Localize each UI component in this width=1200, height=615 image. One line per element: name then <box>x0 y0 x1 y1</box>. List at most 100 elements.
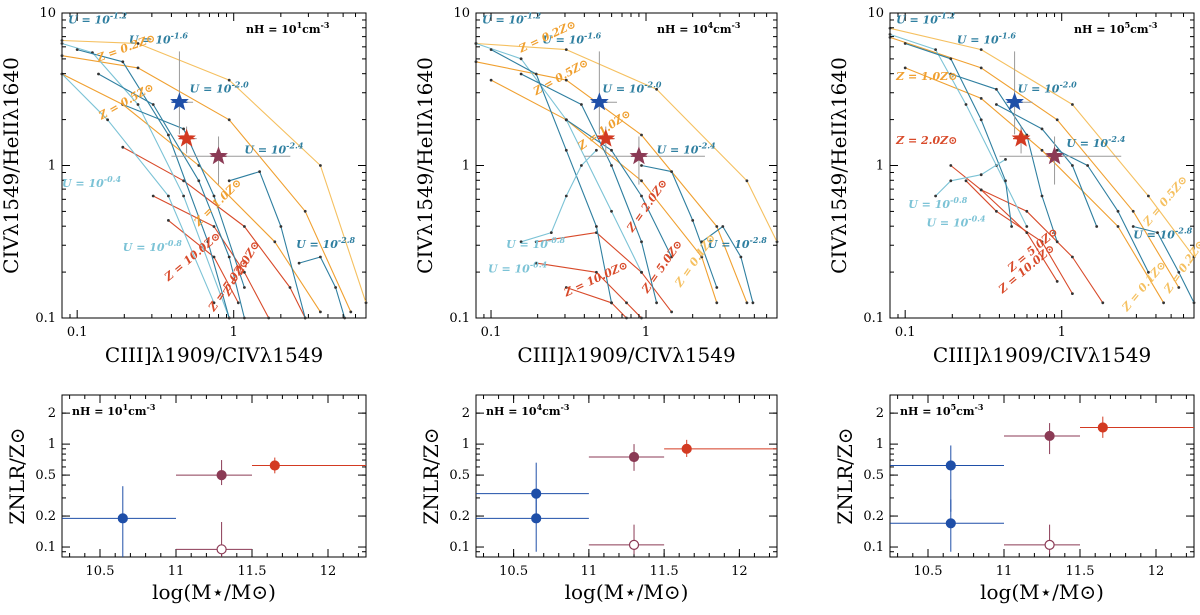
model-curve <box>536 262 642 319</box>
u-label: U = 10-2.4 <box>244 140 303 156</box>
z-label: Z = 5.0Z⊙ <box>205 256 251 314</box>
model-node <box>212 225 216 228</box>
panel-bottom-2: 10.5 11 11.5 120.10.20.512log(M⋆/M⊙)ZNLR/Z⊙… <box>419 394 778 604</box>
y-tick-label: 0.1 <box>863 311 884 326</box>
model-node <box>206 240 210 244</box>
y-tick-label: 0.5 <box>863 468 884 483</box>
model-node <box>288 286 292 289</box>
model-curve <box>1133 225 1195 304</box>
data-star-blue <box>589 92 609 111</box>
model-node <box>319 310 322 314</box>
y-axis-label: ZNLR/Z⊙ <box>833 427 857 524</box>
y-tick-label: 0.2 <box>449 509 470 524</box>
x-tick-label: 11.5 <box>1066 564 1095 579</box>
model-node <box>670 255 673 259</box>
x-tick-label: 0.1 <box>481 325 502 340</box>
y-tick-label: 2 <box>48 406 56 421</box>
u-label: U = 10-0.4 <box>62 174 121 190</box>
x-tick-label: 11.5 <box>650 564 679 579</box>
model-node <box>227 316 231 320</box>
data-point-red <box>1097 422 1108 433</box>
model-node <box>979 48 983 51</box>
model-node <box>106 118 109 122</box>
model-node <box>319 255 322 259</box>
y-tick-label: 2 <box>462 406 470 421</box>
model-node <box>227 255 231 259</box>
model-node <box>610 164 613 167</box>
model-node <box>564 286 568 289</box>
model-node <box>721 225 725 228</box>
x-axis-label: CIII]λ1909/CIVλ1549 <box>933 343 1151 367</box>
model-node <box>121 145 125 149</box>
model-node <box>1025 209 1029 213</box>
model-node <box>610 209 613 213</box>
model-node <box>519 57 523 61</box>
model-node <box>1071 103 1074 106</box>
panel-top-1: 0.1 1 0.1 1 10 CIII]λ1909/CIVλ1549 CIVλ1549/He… <box>0 6 368 367</box>
model-node <box>474 42 478 45</box>
model-node <box>534 72 538 76</box>
data-star-blue <box>170 92 189 111</box>
data-star-red <box>596 128 616 147</box>
model-node <box>949 57 953 61</box>
model-node <box>715 301 719 305</box>
model-node <box>319 164 322 167</box>
x-tick-label: 11 <box>996 564 1013 579</box>
y-tick-label: 10 <box>453 6 470 21</box>
model-node <box>751 301 755 305</box>
model-node <box>564 118 568 122</box>
model-node <box>949 72 953 76</box>
density-label: nH = 101cm-3 <box>72 402 156 418</box>
y-tick-label: 0.1 <box>449 311 470 326</box>
model-node <box>1116 225 1120 228</box>
model-node <box>715 225 719 228</box>
x-tick-label: 12 <box>1148 564 1165 579</box>
data-point-blue <box>117 513 128 524</box>
model-node <box>489 48 493 51</box>
model-curve <box>965 180 1073 294</box>
model-node <box>1147 194 1150 198</box>
u-label: U = 10-1.6 <box>957 31 1016 47</box>
data-point-blue-lower <box>531 513 542 524</box>
model-node <box>1010 225 1013 228</box>
x-tick-label: 1 <box>1058 325 1066 340</box>
model-node <box>227 78 231 82</box>
model-node <box>995 103 998 106</box>
model-node <box>349 310 353 314</box>
model-node <box>979 173 983 177</box>
model-node <box>655 301 658 305</box>
z-label: Z = 0.2Z⊙ <box>94 31 157 65</box>
y-tick-label: 1 <box>876 159 884 174</box>
model-node <box>182 194 186 198</box>
model-node <box>640 270 643 274</box>
model-node <box>121 103 125 106</box>
density-label: nH = 105cm-3 <box>900 402 984 418</box>
model-node <box>670 170 673 174</box>
u-label: U = 10-2.8 <box>296 235 355 251</box>
model-node <box>640 240 643 244</box>
y-tick-label: 0.5 <box>35 468 56 483</box>
model-node <box>167 219 170 222</box>
u-label: U = 10-0.8 <box>506 235 565 251</box>
x-axis-label: CIII]λ1909/CIVλ1549 <box>105 343 323 367</box>
u-label: U = 10-0.8 <box>908 195 967 211</box>
u-label: U = 10-1.6 <box>542 31 601 47</box>
y-tick-label: 1 <box>462 437 470 452</box>
model-node <box>267 316 271 320</box>
model-node <box>60 54 64 58</box>
model-node <box>979 66 983 70</box>
y-axis-label: CIVλ1549/HeIIλ1640 <box>413 57 437 274</box>
data-point-maroon-open <box>628 539 640 550</box>
u-label: U = 10-2.0 <box>190 79 249 95</box>
model-curve <box>122 103 245 288</box>
y-axis-label: CIVλ1549/HeIIλ1640 <box>0 57 23 274</box>
model-node <box>1055 148 1059 152</box>
z-label: Z = 5.0Z⊙ <box>639 238 685 296</box>
plot-frame <box>475 394 778 558</box>
model-node <box>1095 225 1099 228</box>
model-node <box>519 72 523 76</box>
model-node <box>715 286 719 289</box>
model-node <box>297 261 301 265</box>
u-label: U = 10-2.4 <box>657 140 716 156</box>
